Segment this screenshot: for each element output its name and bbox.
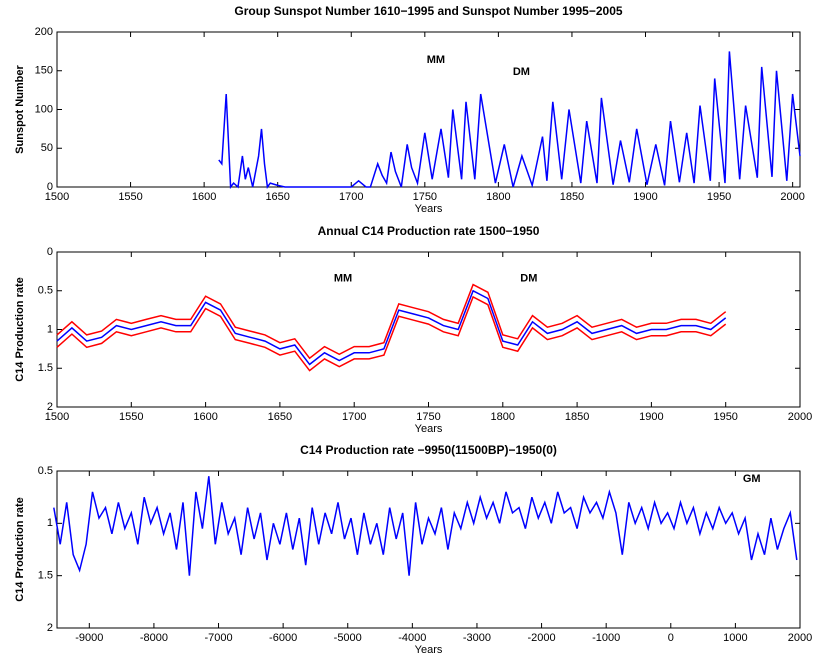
x-axis-label: Years bbox=[415, 644, 443, 656]
chart-title: Group Sunspot Number 1610−1995 and Sunsp… bbox=[234, 4, 622, 18]
x-tick-label: 1550 bbox=[118, 191, 142, 203]
y-tick-label: 1.5 bbox=[38, 570, 53, 582]
y-tick-label: 0.5 bbox=[38, 465, 53, 477]
x-tick-label: -9000 bbox=[75, 632, 103, 644]
x-tick-label: 1650 bbox=[265, 191, 289, 203]
x-tick-label: 1800 bbox=[491, 411, 515, 423]
y-tick-label: 1 bbox=[47, 517, 53, 529]
x-tick-label: -8000 bbox=[140, 632, 168, 644]
x-tick-label: 1800 bbox=[486, 191, 510, 203]
x-tick-label: 2000 bbox=[780, 191, 804, 203]
series-line bbox=[56, 289, 727, 366]
annotation: MM bbox=[334, 272, 352, 284]
y-axis-label: C14 Production rate bbox=[14, 277, 26, 382]
y-tick-label: 200 bbox=[35, 26, 53, 38]
x-tick-label: 1950 bbox=[713, 411, 737, 423]
x-tick-label: 1850 bbox=[560, 191, 584, 203]
y-tick-label: 150 bbox=[35, 65, 53, 77]
x-tick-label: 1900 bbox=[633, 191, 657, 203]
y-tick-label: 50 bbox=[41, 142, 53, 154]
x-tick-label: 0 bbox=[668, 632, 674, 644]
chart-title: Annual C14 Production rate 1500−1950 bbox=[318, 224, 540, 238]
y-tick-label: 2 bbox=[47, 622, 53, 634]
x-tick-label: -4000 bbox=[398, 632, 426, 644]
x-tick-label: 1700 bbox=[342, 411, 366, 423]
x-tick-label: 2000 bbox=[788, 632, 812, 644]
annotation: DM bbox=[513, 66, 530, 78]
y-tick-label: 1.5 bbox=[38, 362, 53, 374]
x-axis-label: Years bbox=[415, 203, 443, 215]
x-tick-label: 1600 bbox=[192, 191, 216, 203]
y-tick-label: 0 bbox=[47, 181, 53, 193]
x-tick-label: 1750 bbox=[413, 191, 437, 203]
series-line bbox=[56, 283, 727, 360]
x-tick-label: -1000 bbox=[592, 632, 620, 644]
x-tick-label: 1700 bbox=[339, 191, 363, 203]
x-tick-label: -3000 bbox=[463, 632, 491, 644]
y-axis-label: C14 Production rate bbox=[14, 497, 26, 602]
series-line bbox=[53, 476, 798, 576]
series-line bbox=[56, 295, 727, 372]
y-tick-label: 0.5 bbox=[38, 285, 53, 297]
series-line bbox=[218, 51, 801, 190]
x-tick-label: 1500 bbox=[45, 191, 69, 203]
x-tick-label: 1600 bbox=[193, 411, 217, 423]
x-tick-label: 1650 bbox=[268, 411, 292, 423]
x-tick-label: 2000 bbox=[788, 411, 812, 423]
chart-title: C14 Production rate −9950(11500BP)−1950(… bbox=[300, 443, 557, 457]
y-tick-label: 0 bbox=[47, 246, 53, 258]
x-tick-label: 1000 bbox=[723, 632, 747, 644]
plot-area bbox=[56, 470, 801, 629]
x-axis-label: Years bbox=[415, 423, 443, 435]
y-tick-label: 2 bbox=[47, 401, 53, 413]
x-tick-label: 1900 bbox=[639, 411, 663, 423]
annotation: MM bbox=[427, 54, 445, 66]
x-tick-label: 1950 bbox=[707, 191, 731, 203]
plot-area bbox=[56, 251, 801, 408]
x-tick-label: -2000 bbox=[527, 632, 555, 644]
y-axis-label: Sunspot Number bbox=[14, 64, 26, 153]
y-tick-label: 100 bbox=[35, 103, 53, 115]
x-tick-label: 1550 bbox=[119, 411, 143, 423]
annotation: GM bbox=[743, 473, 761, 485]
x-tick-label: -6000 bbox=[269, 632, 297, 644]
x-tick-label: -5000 bbox=[334, 632, 362, 644]
x-tick-label: 1500 bbox=[45, 411, 69, 423]
y-tick-label: 1 bbox=[47, 323, 53, 335]
x-tick-label: -7000 bbox=[204, 632, 232, 644]
annotation: DM bbox=[520, 272, 537, 284]
x-tick-label: 1750 bbox=[416, 411, 440, 423]
x-tick-label: 1850 bbox=[565, 411, 589, 423]
